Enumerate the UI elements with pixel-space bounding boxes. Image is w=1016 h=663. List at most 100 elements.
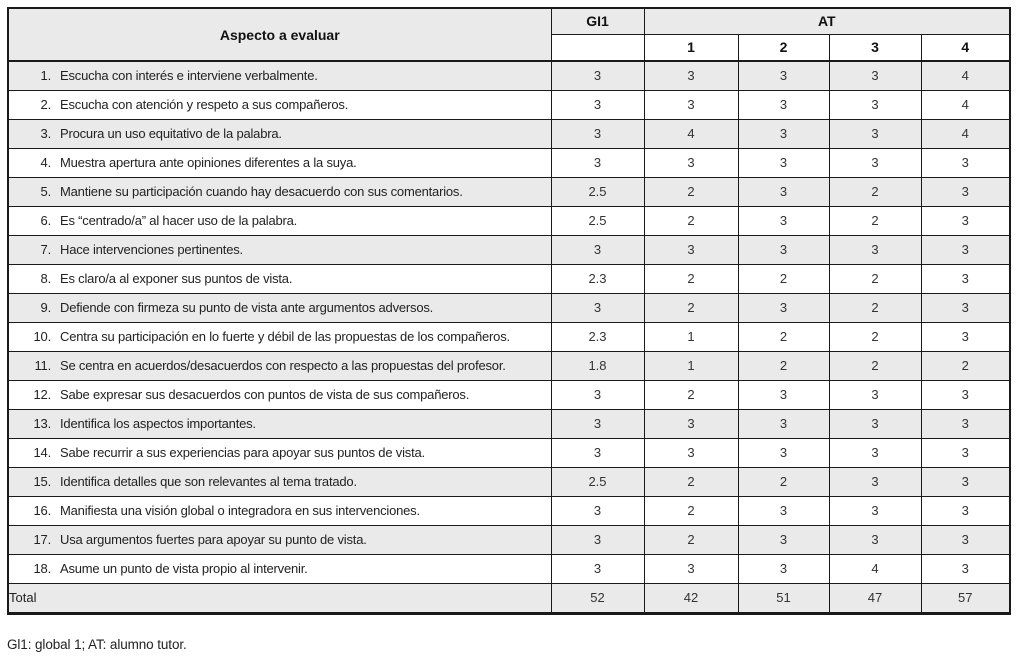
aspect-cell: 8. Es claro/a al exponer sus puntos de vi…: [7, 263, 552, 294]
at2-value: 2: [737, 350, 830, 381]
row-number: 6.: [40, 213, 52, 228]
gi1-value: 3: [550, 147, 645, 178]
aspect-cell: 15. Identifica detalles que son relevante…: [7, 466, 552, 497]
at4-value: 3: [920, 321, 1011, 352]
gi1-value: 3: [550, 524, 645, 555]
at4-value: 4: [920, 89, 1011, 120]
row-number: 13.: [33, 416, 52, 431]
gi1-value: 3: [550, 89, 645, 120]
row-aspect-text: Escucha con interés e interviene verbalm…: [60, 68, 318, 84]
total-row: Total 52 42 51 47 57: [7, 582, 1011, 614]
aspect-cell: 14. Sabe recurrir a sus experiencias para…: [7, 437, 552, 468]
at2-value: 3: [737, 147, 830, 178]
row-aspect-text: Identifica los aspectos importantes.: [60, 416, 256, 431]
table-row: 10. Centra su participación en lo fuerte …: [7, 321, 1011, 352]
aspect-cell: 5. Mantiene su participación cuando hay d…: [7, 176, 552, 207]
row-number: 4.: [40, 155, 52, 170]
table-row: 2. Escucha con atención y respeto a sus c…: [7, 89, 1011, 120]
evaluation-table-container: Aspecto a evaluar GI1 AT 1 2 3 4 1. Escuc…: [7, 7, 1011, 615]
total-at4-value: 57: [920, 582, 1011, 614]
at4-value: 3: [920, 292, 1011, 323]
total-at2-value: 51: [737, 582, 830, 614]
at1-value: 2: [643, 176, 739, 207]
at3-value: 4: [828, 553, 922, 584]
at4-value: 3: [920, 408, 1011, 439]
header-at-col-4: 4: [920, 33, 1011, 62]
at2-value: 3: [737, 234, 830, 265]
aspect-cell: 11. Se centra en acuerdos/desacuerdos con…: [7, 350, 552, 381]
at4-value: 4: [920, 60, 1011, 91]
row-number: 5.: [40, 184, 52, 199]
row-number: 16.: [33, 503, 52, 518]
aspect-cell: 6. Es “centrado/a” al hacer uso de la pal…: [7, 205, 552, 236]
at2-value: 3: [737, 205, 830, 236]
at1-value: 3: [643, 234, 739, 265]
at1-value: 3: [643, 89, 739, 120]
table-row: 7. Hace intervenciones pertinentes. 3 3 3…: [7, 234, 1011, 265]
table-row: 5. Mantiene su participación cuando hay d…: [7, 176, 1011, 207]
at4-value: 4: [920, 118, 1011, 149]
at2-value: 3: [737, 118, 830, 149]
table-row: 1. Escucha con interés e interviene verba…: [7, 60, 1011, 91]
at1-value: 2: [643, 263, 739, 294]
at2-value: 2: [737, 466, 830, 497]
header-gi1-empty-subcell: [550, 33, 645, 62]
table-row: 17. Usa argumentos fuertes para apoyar su…: [7, 524, 1011, 555]
at2-value: 3: [737, 408, 830, 439]
row-aspect-text: Sabe recurrir a sus experiencias para ap…: [60, 445, 425, 460]
aspect-cell: 2. Escucha con atención y respeto a sus c…: [7, 89, 552, 120]
header-at-col-3: 3: [828, 33, 922, 62]
aspect-cell: 1. Escucha con interés e interviene verba…: [7, 60, 552, 91]
row-aspect-text: Muestra apertura ante opiniones diferent…: [60, 155, 357, 170]
aspect-cell: 17. Usa argumentos fuertes para apoyar su…: [7, 524, 552, 555]
row-aspect-text: Identifica detalles que son relevantes a…: [60, 474, 357, 489]
at2-value: 3: [737, 176, 830, 207]
gi1-value: 3: [550, 118, 645, 149]
at4-value: 2: [920, 350, 1011, 381]
table-row: 8. Es claro/a al exponer sus puntos de vi…: [7, 263, 1011, 294]
aspect-cell: 4. Muestra apertura ante opiniones difere…: [7, 147, 552, 178]
row-aspect-text: Centra su participación en lo fuerte y d…: [60, 329, 510, 344]
at2-value: 3: [737, 553, 830, 584]
row-aspect-text: Defiende con firmeza su punto de vista a…: [60, 300, 434, 315]
row-aspect-text: Sabe expresar sus desacuerdos con puntos…: [60, 387, 470, 402]
at3-value: 3: [828, 234, 922, 265]
at1-value: 1: [643, 321, 739, 352]
gi1-value: 3: [550, 553, 645, 584]
at4-value: 3: [920, 466, 1011, 497]
at3-value: 3: [828, 437, 922, 468]
header-aspect: Aspecto a evaluar: [7, 7, 552, 62]
row-number: 1.: [40, 68, 52, 84]
table-row: 4. Muestra apertura ante opiniones difere…: [7, 147, 1011, 178]
row-aspect-text: Mantiene su participación cuando hay des…: [60, 184, 463, 199]
at3-value: 2: [828, 321, 922, 352]
at4-value: 3: [920, 495, 1011, 526]
at1-value: 2: [643, 495, 739, 526]
at4-value: 3: [920, 437, 1011, 468]
at2-value: 3: [737, 524, 830, 555]
gi1-value: 2.5: [550, 205, 645, 236]
evaluation-table: Aspecto a evaluar GI1 AT 1 2 3 4 1. Escuc…: [7, 7, 1011, 615]
header-gi1: GI1: [550, 7, 645, 35]
aspect-cell: 16. Manifiesta una visión global o integr…: [7, 495, 552, 526]
at4-value: 3: [920, 205, 1011, 236]
table-row: 3. Procura un uso equitativo de la palabr…: [7, 118, 1011, 149]
at2-value: 3: [737, 292, 830, 323]
row-aspect-text: Se centra en acuerdos/desacuerdos con re…: [60, 358, 506, 373]
at2-value: 3: [737, 437, 830, 468]
at4-value: 3: [920, 234, 1011, 265]
row-number: 3.: [40, 126, 52, 141]
row-aspect-text: Es claro/a al exponer sus puntos de vist…: [60, 271, 293, 286]
gi1-value: 3: [550, 234, 645, 265]
aspect-cell: 9. Defiende con firmeza su punto de vista…: [7, 292, 552, 323]
table-row: 6. Es “centrado/a” al hacer uso de la pal…: [7, 205, 1011, 236]
at2-value: 3: [737, 60, 830, 91]
at3-value: 3: [828, 379, 922, 410]
at2-value: 3: [737, 495, 830, 526]
total-at1-value: 42: [643, 582, 739, 614]
header-at-col-1: 1: [643, 33, 739, 62]
aspect-cell: 18. Asume un punto de vista propio al int…: [7, 553, 552, 584]
gi1-value: 2.5: [550, 176, 645, 207]
table-row: 18. Asume un punto de vista propio al int…: [7, 553, 1011, 584]
at1-value: 1: [643, 350, 739, 381]
